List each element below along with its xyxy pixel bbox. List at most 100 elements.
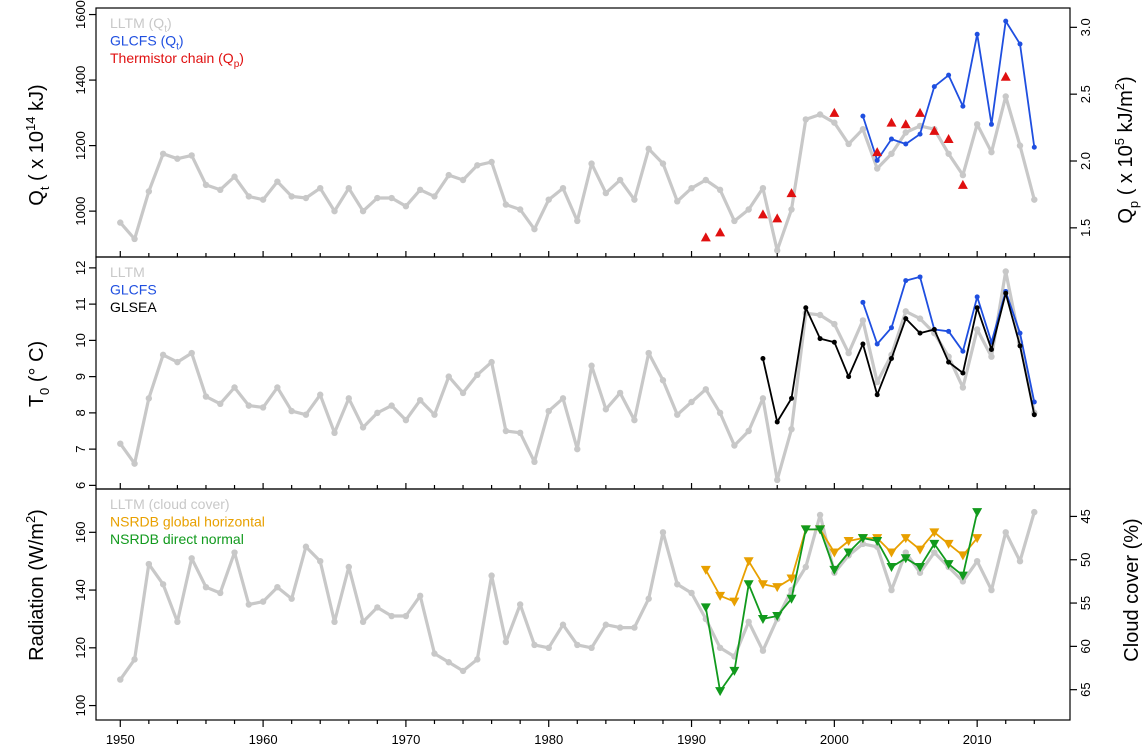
data-point: [729, 666, 740, 676]
data-point: [245, 601, 253, 608]
data-point: [957, 179, 968, 189]
y2-tick-label: 45: [1078, 509, 1093, 523]
data-point: [743, 557, 754, 567]
data-point: [1017, 343, 1023, 349]
data-point: [903, 316, 909, 322]
data-point: [957, 551, 968, 561]
data-point: [245, 193, 253, 200]
data-point: [731, 442, 738, 449]
data-point: [231, 384, 238, 391]
y-tick-label: 100: [73, 695, 88, 717]
data-point: [602, 406, 610, 413]
data-point: [902, 129, 909, 136]
data-point: [631, 624, 638, 631]
data-point: [929, 125, 940, 135]
data-point: [288, 193, 295, 200]
data-point: [757, 580, 768, 590]
data-point: [317, 391, 324, 398]
data-point: [857, 534, 868, 544]
data-point: [774, 419, 780, 425]
data-point: [574, 217, 581, 225]
data-point: [302, 411, 310, 418]
data-point: [117, 440, 124, 447]
x-tick-label: 2010: [963, 732, 992, 747]
middle-left-axis-title: T0 (° C): [26, 341, 52, 407]
data-point: [588, 160, 595, 167]
data-point: [659, 377, 667, 384]
y-tick-label: 9: [73, 373, 88, 380]
series-1: [117, 508, 1038, 683]
data-point: [831, 339, 837, 345]
data-point: [960, 370, 966, 376]
data-point: [943, 560, 954, 570]
data-point: [729, 597, 740, 607]
data-point: [760, 356, 766, 361]
data-point: [302, 194, 310, 202]
data-point: [802, 116, 809, 123]
data-point: [174, 358, 181, 366]
data-point: [843, 536, 854, 546]
data-point: [743, 580, 754, 590]
data-point: [416, 396, 424, 404]
data-point: [131, 235, 138, 243]
data-point: [745, 427, 752, 435]
data-point: [402, 416, 410, 424]
data-point: [388, 612, 395, 620]
data-point: [929, 528, 940, 538]
legend-entry: Thermistor chain (Qp): [110, 50, 244, 70]
data-point: [917, 131, 923, 137]
data-point: [545, 407, 552, 415]
y2-tick-label: 65: [1078, 682, 1093, 696]
y2-tick-label: 3.0: [1078, 18, 1093, 36]
series-1: [117, 93, 1038, 254]
x-tick-label: 1970: [391, 732, 420, 747]
y2-tick-label: 1.5: [1078, 219, 1093, 237]
x-tick-label: 2000: [820, 732, 849, 747]
data-point: [845, 140, 852, 148]
data-point: [188, 349, 195, 357]
legend-entry: NSRDB direct normal: [110, 531, 244, 547]
data-point: [945, 150, 952, 157]
y-tick-label: 12: [73, 261, 88, 275]
data-point: [874, 157, 880, 163]
data-point: [900, 119, 911, 129]
y-tick-label: 7: [73, 446, 88, 453]
legend-entry: GLCFS (Qt): [110, 33, 184, 53]
data-point: [559, 621, 567, 628]
bottom-left-axis-title: Radiation (W/m2): [23, 509, 48, 661]
data-point: [859, 540, 867, 548]
data-point: [700, 565, 711, 575]
data-point: [988, 353, 995, 360]
data-point: [800, 525, 811, 535]
data-point: [916, 569, 924, 576]
data-point: [1003, 290, 1009, 296]
data-point: [502, 201, 510, 208]
data-point: [359, 207, 367, 215]
y-tick-label: 1000: [73, 197, 88, 226]
data-point: [459, 667, 467, 675]
data-point: [903, 278, 909, 284]
data-point: [859, 126, 867, 133]
y2-tick-label: 2.5: [1078, 85, 1093, 103]
data-point: [988, 586, 995, 594]
data-point: [786, 574, 797, 584]
data-point: [803, 305, 809, 311]
data-point: [900, 534, 911, 544]
data-point: [860, 113, 866, 119]
data-point: [700, 603, 711, 613]
y-tick-label: 8: [73, 409, 88, 416]
data-point: [574, 445, 581, 453]
data-point: [117, 676, 124, 683]
data-point: [959, 578, 967, 585]
data-point: [659, 529, 667, 536]
legend-entry: LLTM: [110, 264, 145, 280]
data-point: [886, 117, 897, 127]
data-point: [829, 565, 840, 575]
data-point: [131, 460, 138, 467]
data-point: [431, 650, 438, 657]
data-point: [516, 206, 524, 213]
data-point: [960, 348, 966, 354]
y2-tick-label: 50: [1078, 553, 1093, 567]
data-point: [374, 194, 381, 202]
